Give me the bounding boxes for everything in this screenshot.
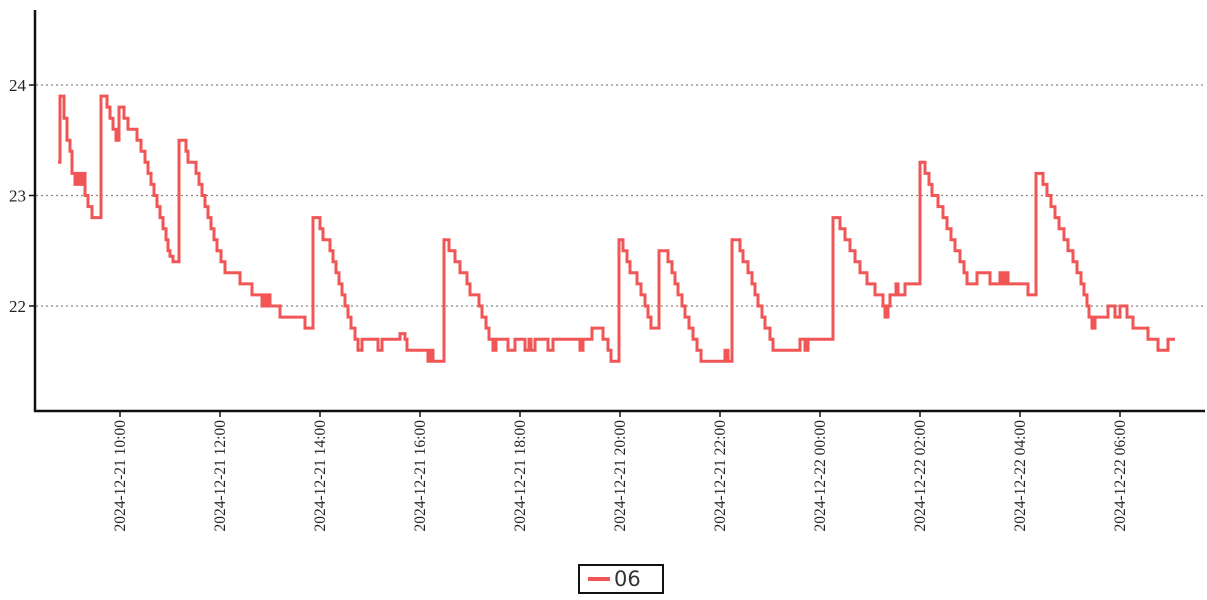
xtick-label-20: 2024-12-21 20:00 <box>612 420 629 532</box>
xtick-label-26: 2024-12-22 02:00 <box>912 420 929 532</box>
xtick-label-30: 2024-12-22 06:00 <box>1112 420 1129 532</box>
xtick-label-22: 2024-12-21 22:00 <box>712 420 729 532</box>
ytick-label-23: 23 <box>9 187 26 206</box>
xtick-label-16: 2024-12-21 16:00 <box>412 420 429 532</box>
ytick-label-22: 22 <box>9 297 26 316</box>
legend-series-label[interactable]: 06 <box>614 566 641 591</box>
xtick-label-14: 2024-12-21 14:00 <box>312 420 329 532</box>
xtick-label-18: 2024-12-21 18:00 <box>512 420 529 532</box>
series-line-06 <box>58 94 1175 363</box>
xtick-label-24: 2024-12-22 00:00 <box>812 420 829 532</box>
xtick-label-28: 2024-12-22 04:00 <box>1012 420 1029 532</box>
legend-series-marker <box>588 577 610 581</box>
xtick-label-12: 2024-12-21 12:00 <box>212 420 229 532</box>
legend: 06 <box>578 564 664 594</box>
xtick-label-10: 2024-12-21 10:00 <box>112 420 129 532</box>
ytick-label-24: 24 <box>9 76 27 95</box>
